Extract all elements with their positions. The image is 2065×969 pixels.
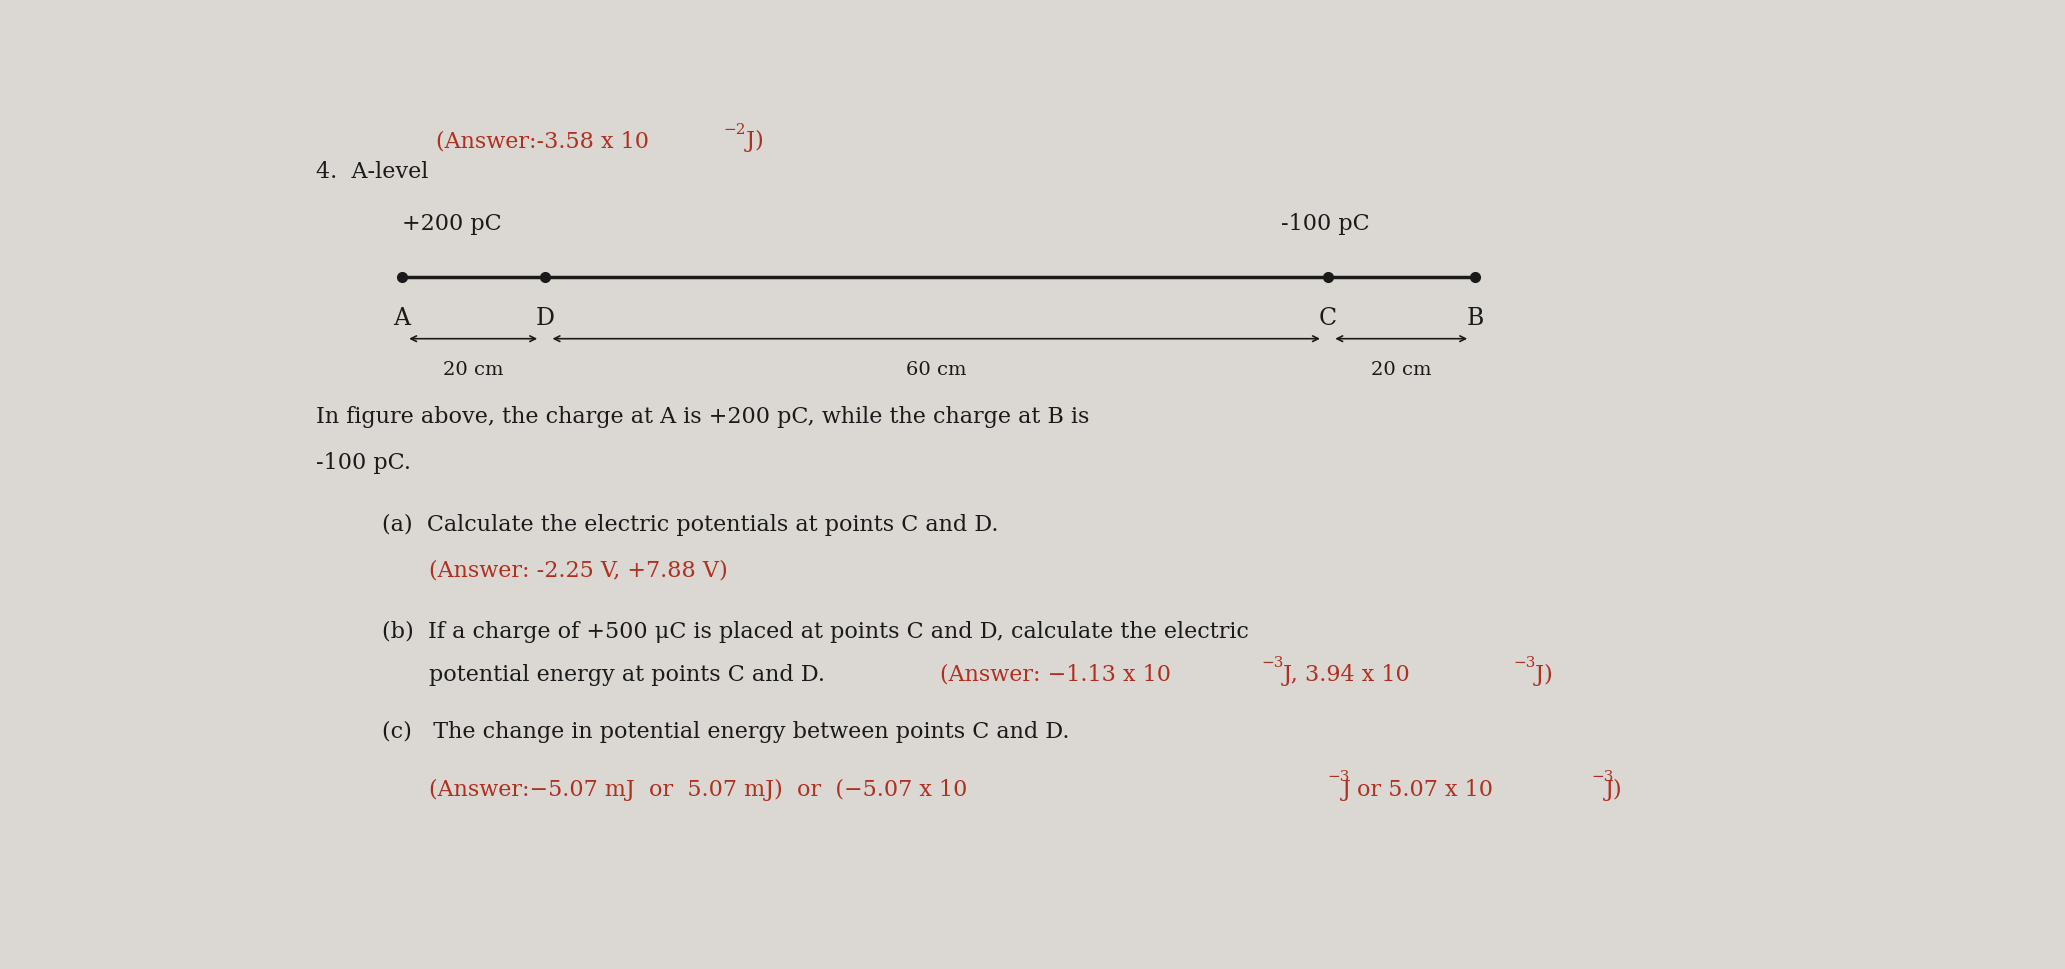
Text: -100 pC.: -100 pC. bbox=[316, 452, 411, 474]
Text: −3: −3 bbox=[1514, 655, 1536, 670]
Text: 20 cm: 20 cm bbox=[1371, 360, 1431, 379]
Text: (Answer:-3.58 x 10: (Answer:-3.58 x 10 bbox=[436, 130, 648, 152]
Text: B: B bbox=[1466, 307, 1483, 330]
Text: (Answer:−5.07 mJ  or  5.07 mJ)  or  (−5.07 x 10: (Answer:−5.07 mJ or 5.07 mJ) or (−5.07 x… bbox=[430, 778, 966, 800]
Text: -100 pC: -100 pC bbox=[1280, 213, 1369, 234]
Text: (Answer: −1.13 x 10: (Answer: −1.13 x 10 bbox=[940, 663, 1171, 685]
Text: −3: −3 bbox=[1262, 655, 1284, 670]
Text: 20 cm: 20 cm bbox=[442, 360, 504, 379]
Text: (Answer: -2.25 V, +7.88 V): (Answer: -2.25 V, +7.88 V) bbox=[430, 559, 727, 581]
Text: −3: −3 bbox=[1592, 769, 1613, 783]
Text: A: A bbox=[392, 307, 411, 330]
Text: J): J) bbox=[1605, 778, 1623, 800]
Text: In figure above, the charge at A is +200 pC, while the charge at B is: In figure above, the charge at A is +200… bbox=[316, 405, 1090, 427]
Text: J): J) bbox=[1528, 663, 1553, 685]
Text: (b)  If a charge of +500 μC is placed at points C and D, calculate the electric: (b) If a charge of +500 μC is placed at … bbox=[382, 620, 1249, 642]
Text: −3: −3 bbox=[1328, 769, 1351, 783]
Text: 60 cm: 60 cm bbox=[907, 360, 966, 379]
Text: (a)  Calculate the electric potentials at points C and D.: (a) Calculate the electric potentials at… bbox=[382, 513, 999, 535]
Text: J): J) bbox=[739, 130, 764, 152]
Text: (c)   The change in potential energy between points C and D.: (c) The change in potential energy betwe… bbox=[382, 721, 1070, 742]
Text: J or 5.07 x 10: J or 5.07 x 10 bbox=[1342, 778, 1493, 800]
Text: potential energy at points C and D.: potential energy at points C and D. bbox=[430, 663, 824, 685]
Text: 4.  A-level: 4. A-level bbox=[316, 161, 430, 182]
Text: D: D bbox=[535, 307, 553, 330]
Text: J, 3.94 x 10: J, 3.94 x 10 bbox=[1276, 663, 1410, 685]
Text: −2: −2 bbox=[723, 123, 745, 138]
Text: +200 pC: +200 pC bbox=[401, 213, 502, 234]
Text: C: C bbox=[1320, 307, 1336, 330]
